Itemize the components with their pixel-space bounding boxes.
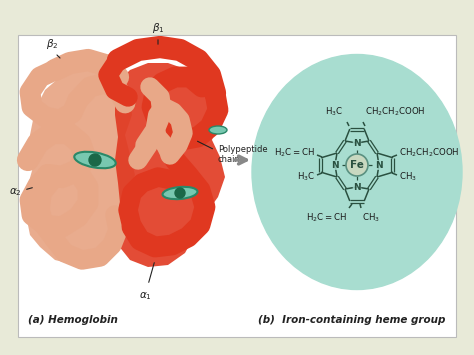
Text: H$_3$C: H$_3$C (297, 171, 315, 183)
Text: N: N (331, 160, 339, 169)
Text: CH$_3$: CH$_3$ (399, 171, 417, 183)
Text: CH$_2$CH$_2$COOH: CH$_2$CH$_2$COOH (365, 105, 426, 118)
Text: H$_2$C$=$CH: H$_2$C$=$CH (306, 212, 347, 224)
Ellipse shape (74, 152, 116, 168)
Text: N: N (375, 160, 383, 169)
Circle shape (346, 154, 368, 176)
Text: H$_2$C$=$CH: H$_2$C$=$CH (274, 147, 315, 159)
Ellipse shape (252, 55, 462, 289)
Text: (a) Hemoglobin: (a) Hemoglobin (28, 315, 118, 325)
Polygon shape (115, 63, 225, 267)
Text: chain: chain (218, 154, 241, 164)
Circle shape (89, 154, 101, 166)
Text: N: N (353, 138, 361, 147)
Text: N: N (353, 182, 361, 191)
Text: Polypeptide: Polypeptide (218, 146, 268, 154)
Text: $\beta_1$: $\beta_1$ (152, 21, 164, 35)
Text: Fe: Fe (350, 160, 364, 170)
Text: (b)  Iron-containing heme group: (b) Iron-containing heme group (258, 315, 446, 325)
Polygon shape (25, 70, 135, 265)
Ellipse shape (163, 187, 198, 199)
Ellipse shape (209, 126, 227, 134)
Text: $\alpha_2$: $\alpha_2$ (9, 186, 22, 198)
Text: $\beta_2$: $\beta_2$ (46, 37, 58, 51)
Circle shape (175, 188, 185, 198)
Text: CH$_2$CH$_2$COOH: CH$_2$CH$_2$COOH (399, 147, 460, 159)
Text: H$_3$C: H$_3$C (325, 105, 343, 118)
FancyBboxPatch shape (18, 35, 456, 337)
Text: CH$_3$: CH$_3$ (362, 212, 380, 224)
Text: $\alpha_1$: $\alpha_1$ (138, 290, 151, 302)
